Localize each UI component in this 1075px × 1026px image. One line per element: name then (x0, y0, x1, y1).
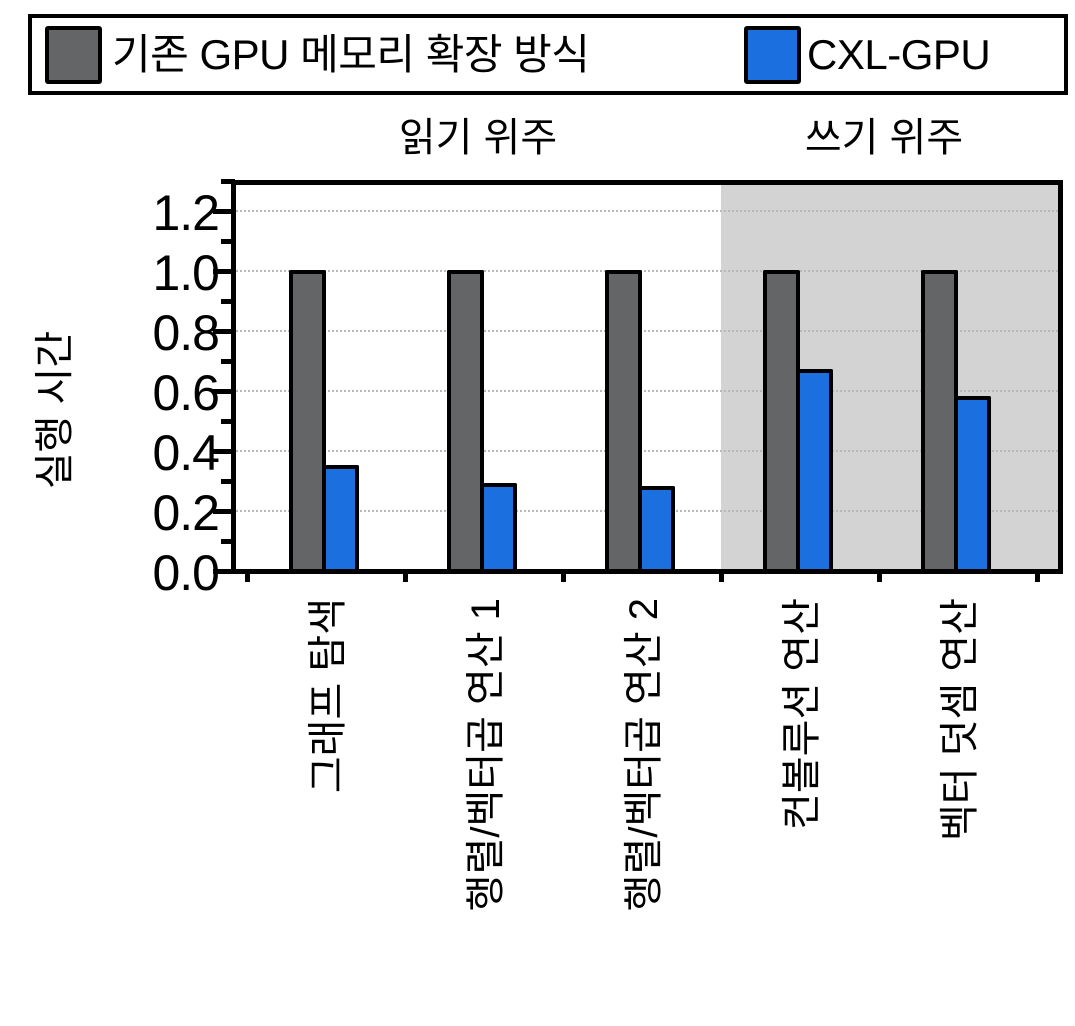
x-tick (1035, 572, 1040, 582)
x-tick (561, 572, 566, 582)
legend-item-cxl-gpu: CXL-GPU (744, 26, 991, 84)
gridline (236, 330, 1058, 332)
y-tick-label: 0.2 (152, 485, 220, 541)
x-category-label-text: 컨볼루션 연산 (780, 598, 824, 830)
y-major-tick (213, 569, 235, 574)
y-tick-label: 0.4 (152, 425, 220, 481)
group-label-read: 읽기 위주 (398, 116, 558, 160)
y-tick-label: 1.0 (152, 245, 220, 301)
x-category-label-text: 그래프 탐색 (306, 598, 350, 794)
y-major-tick (213, 449, 235, 454)
y-major-tick (213, 389, 235, 394)
bar-baseline-2 (447, 270, 484, 569)
legend-swatch-cxl-gpu (744, 26, 801, 84)
y-major-tick (213, 269, 235, 274)
bar-cxl-gpu-4 (796, 369, 833, 569)
gridline (236, 210, 1058, 212)
bar-cxl-gpu-5 (954, 396, 991, 569)
legend-label-baseline: 기존 GPU 메모리 확장 방식 (112, 31, 590, 78)
bar-cxl-gpu-3 (638, 486, 675, 569)
plot-area (231, 180, 1063, 574)
x-tick (719, 572, 724, 582)
x-tick (877, 572, 882, 582)
legend-item-baseline: 기존 GPU 메모리 확장 방식 (45, 26, 590, 84)
bar-baseline-3 (605, 270, 642, 569)
bar-baseline-5 (921, 270, 958, 569)
bar-baseline-1 (289, 270, 326, 569)
y-major-tick (213, 509, 235, 514)
y-minor-tick (221, 239, 235, 244)
y-minor-tick (221, 299, 235, 304)
bar-baseline-4 (763, 270, 800, 569)
y-tick-label: 0.6 (152, 365, 220, 421)
x-tick (245, 572, 250, 582)
legend: 기존 GPU 메모리 확장 방식 CXL-GPU (28, 14, 1068, 95)
y-minor-tick (221, 479, 235, 484)
y-major-tick (213, 209, 235, 214)
y-tick-label: 0.8 (152, 305, 220, 361)
y-tick-label: 0.0 (152, 545, 220, 601)
y-minor-tick (221, 419, 235, 424)
gridline (236, 390, 1058, 392)
gridline (236, 270, 1058, 272)
bar-cxl-gpu-1 (322, 465, 359, 569)
group-label-write: 쓰기 위주 (804, 116, 964, 160)
y-minor-tick (221, 539, 235, 544)
gridline (236, 450, 1058, 452)
x-category-label-text: 행렬/벡터곱 연산 1 (464, 598, 508, 912)
y-minor-tick (221, 359, 235, 364)
legend-label-cxl-gpu: CXL-GPU (807, 31, 991, 78)
bar-cxl-gpu-2 (480, 483, 517, 569)
x-category-label-text: 벡터 덧셈 연산 (938, 598, 982, 842)
y-tick-label: 1.2 (152, 185, 220, 241)
y-axis-title: 실행 시간 (33, 330, 77, 490)
legend-swatch-baseline (45, 26, 102, 84)
x-tick (403, 572, 408, 582)
y-minor-tick (221, 179, 235, 184)
y-major-tick (213, 329, 235, 334)
x-category-label-text: 행렬/벡터곱 연산 2 (622, 598, 666, 912)
